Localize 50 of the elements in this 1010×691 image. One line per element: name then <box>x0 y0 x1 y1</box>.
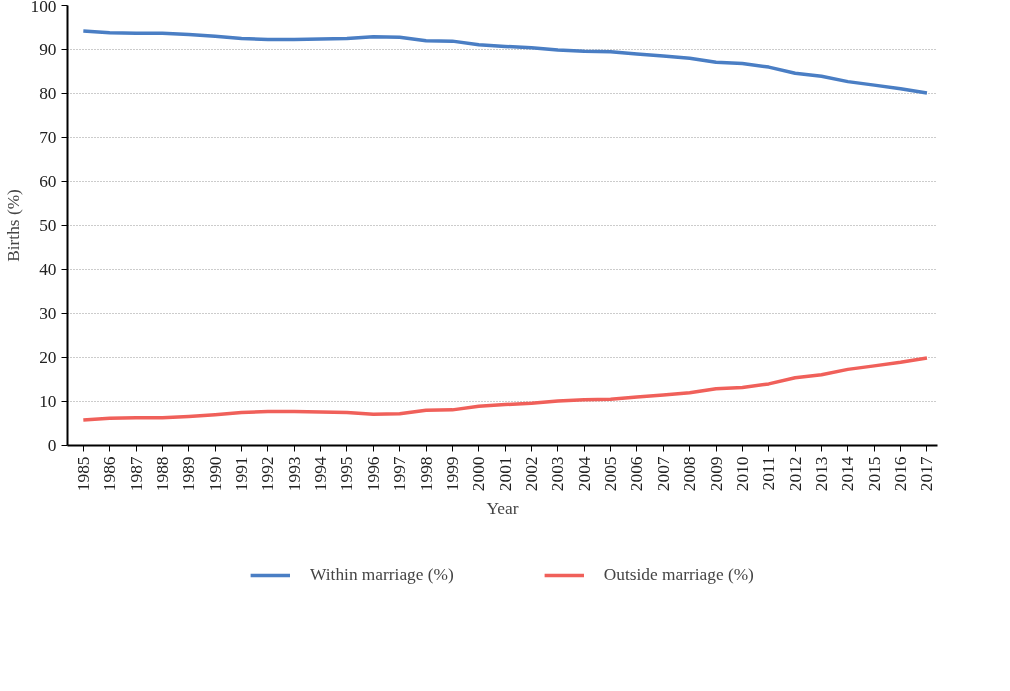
line-series <box>81 356 929 422</box>
x-axis-title: Year <box>486 499 519 519</box>
x-tick-label: 2005 <box>601 456 621 492</box>
x-tick-label: 2003 <box>548 456 568 492</box>
y-tick-label: 50 <box>39 216 57 235</box>
x-tick-label: 2000 <box>469 456 489 492</box>
x-tick-label: 2002 <box>522 456 541 492</box>
x-tick-label: 1990 <box>205 456 225 492</box>
x-tick-label: 1986 <box>100 456 120 492</box>
legend-label: Within marriage (%) <box>310 565 454 586</box>
x-tick-label: 1996 <box>363 456 383 492</box>
x-tick-label: 1999 <box>442 456 462 492</box>
x-tick-label: 1992 <box>258 456 278 492</box>
x-tick-label: 1993 <box>284 456 304 492</box>
x-tick-label: 2009 <box>706 456 726 492</box>
x-tick-label: 2013 <box>812 456 831 492</box>
y-tick-label: 10 <box>39 392 57 411</box>
x-tick-label: 1997 <box>390 456 410 492</box>
y-tick-label: 30 <box>39 304 57 323</box>
y-tick-label: 90 <box>39 40 57 59</box>
x-tick-label: 2004 <box>574 456 594 492</box>
x-tick-label: 2014 <box>838 456 858 492</box>
y-tick-label: 0 <box>47 436 57 455</box>
x-tick-label: 2011 <box>759 456 779 491</box>
x-tick-label: 2006 <box>627 456 647 492</box>
y-tick-label: 40 <box>39 260 57 279</box>
y-tick-label: 20 <box>39 348 57 367</box>
x-tick-label: 1987 <box>126 456 146 492</box>
y-tick-label: 80 <box>39 84 57 103</box>
line-series <box>81 29 929 95</box>
x-tick-label: 1989 <box>179 456 199 492</box>
x-tick-label: 2016 <box>891 456 911 492</box>
x-tick-label: 1991 <box>232 456 251 492</box>
legend-label: Outside marriage (%) <box>603 565 754 586</box>
x-tick-label: 2007 <box>653 456 673 492</box>
x-tick-label: 1998 <box>416 456 436 492</box>
x-tick-label: 2015 <box>864 456 884 492</box>
y-tick-label: 60 <box>39 172 57 191</box>
x-tick-label: 2017 <box>917 456 937 492</box>
x-tick-label: 1994 <box>311 456 331 492</box>
x-tick-label: 2012 <box>785 456 805 492</box>
y-tick-label: 70 <box>39 128 57 147</box>
x-tick-label: 1995 <box>337 456 357 492</box>
x-tick-label: 1988 <box>152 456 172 492</box>
y-axis-title: Births (%) <box>3 188 23 262</box>
x-tick-label: 2001 <box>495 456 515 492</box>
x-tick-label: 2010 <box>732 456 752 492</box>
x-tick-label: 2008 <box>680 456 700 492</box>
x-tick-label: 1985 <box>73 456 93 492</box>
y-tick-label: 100 <box>30 0 57 16</box>
